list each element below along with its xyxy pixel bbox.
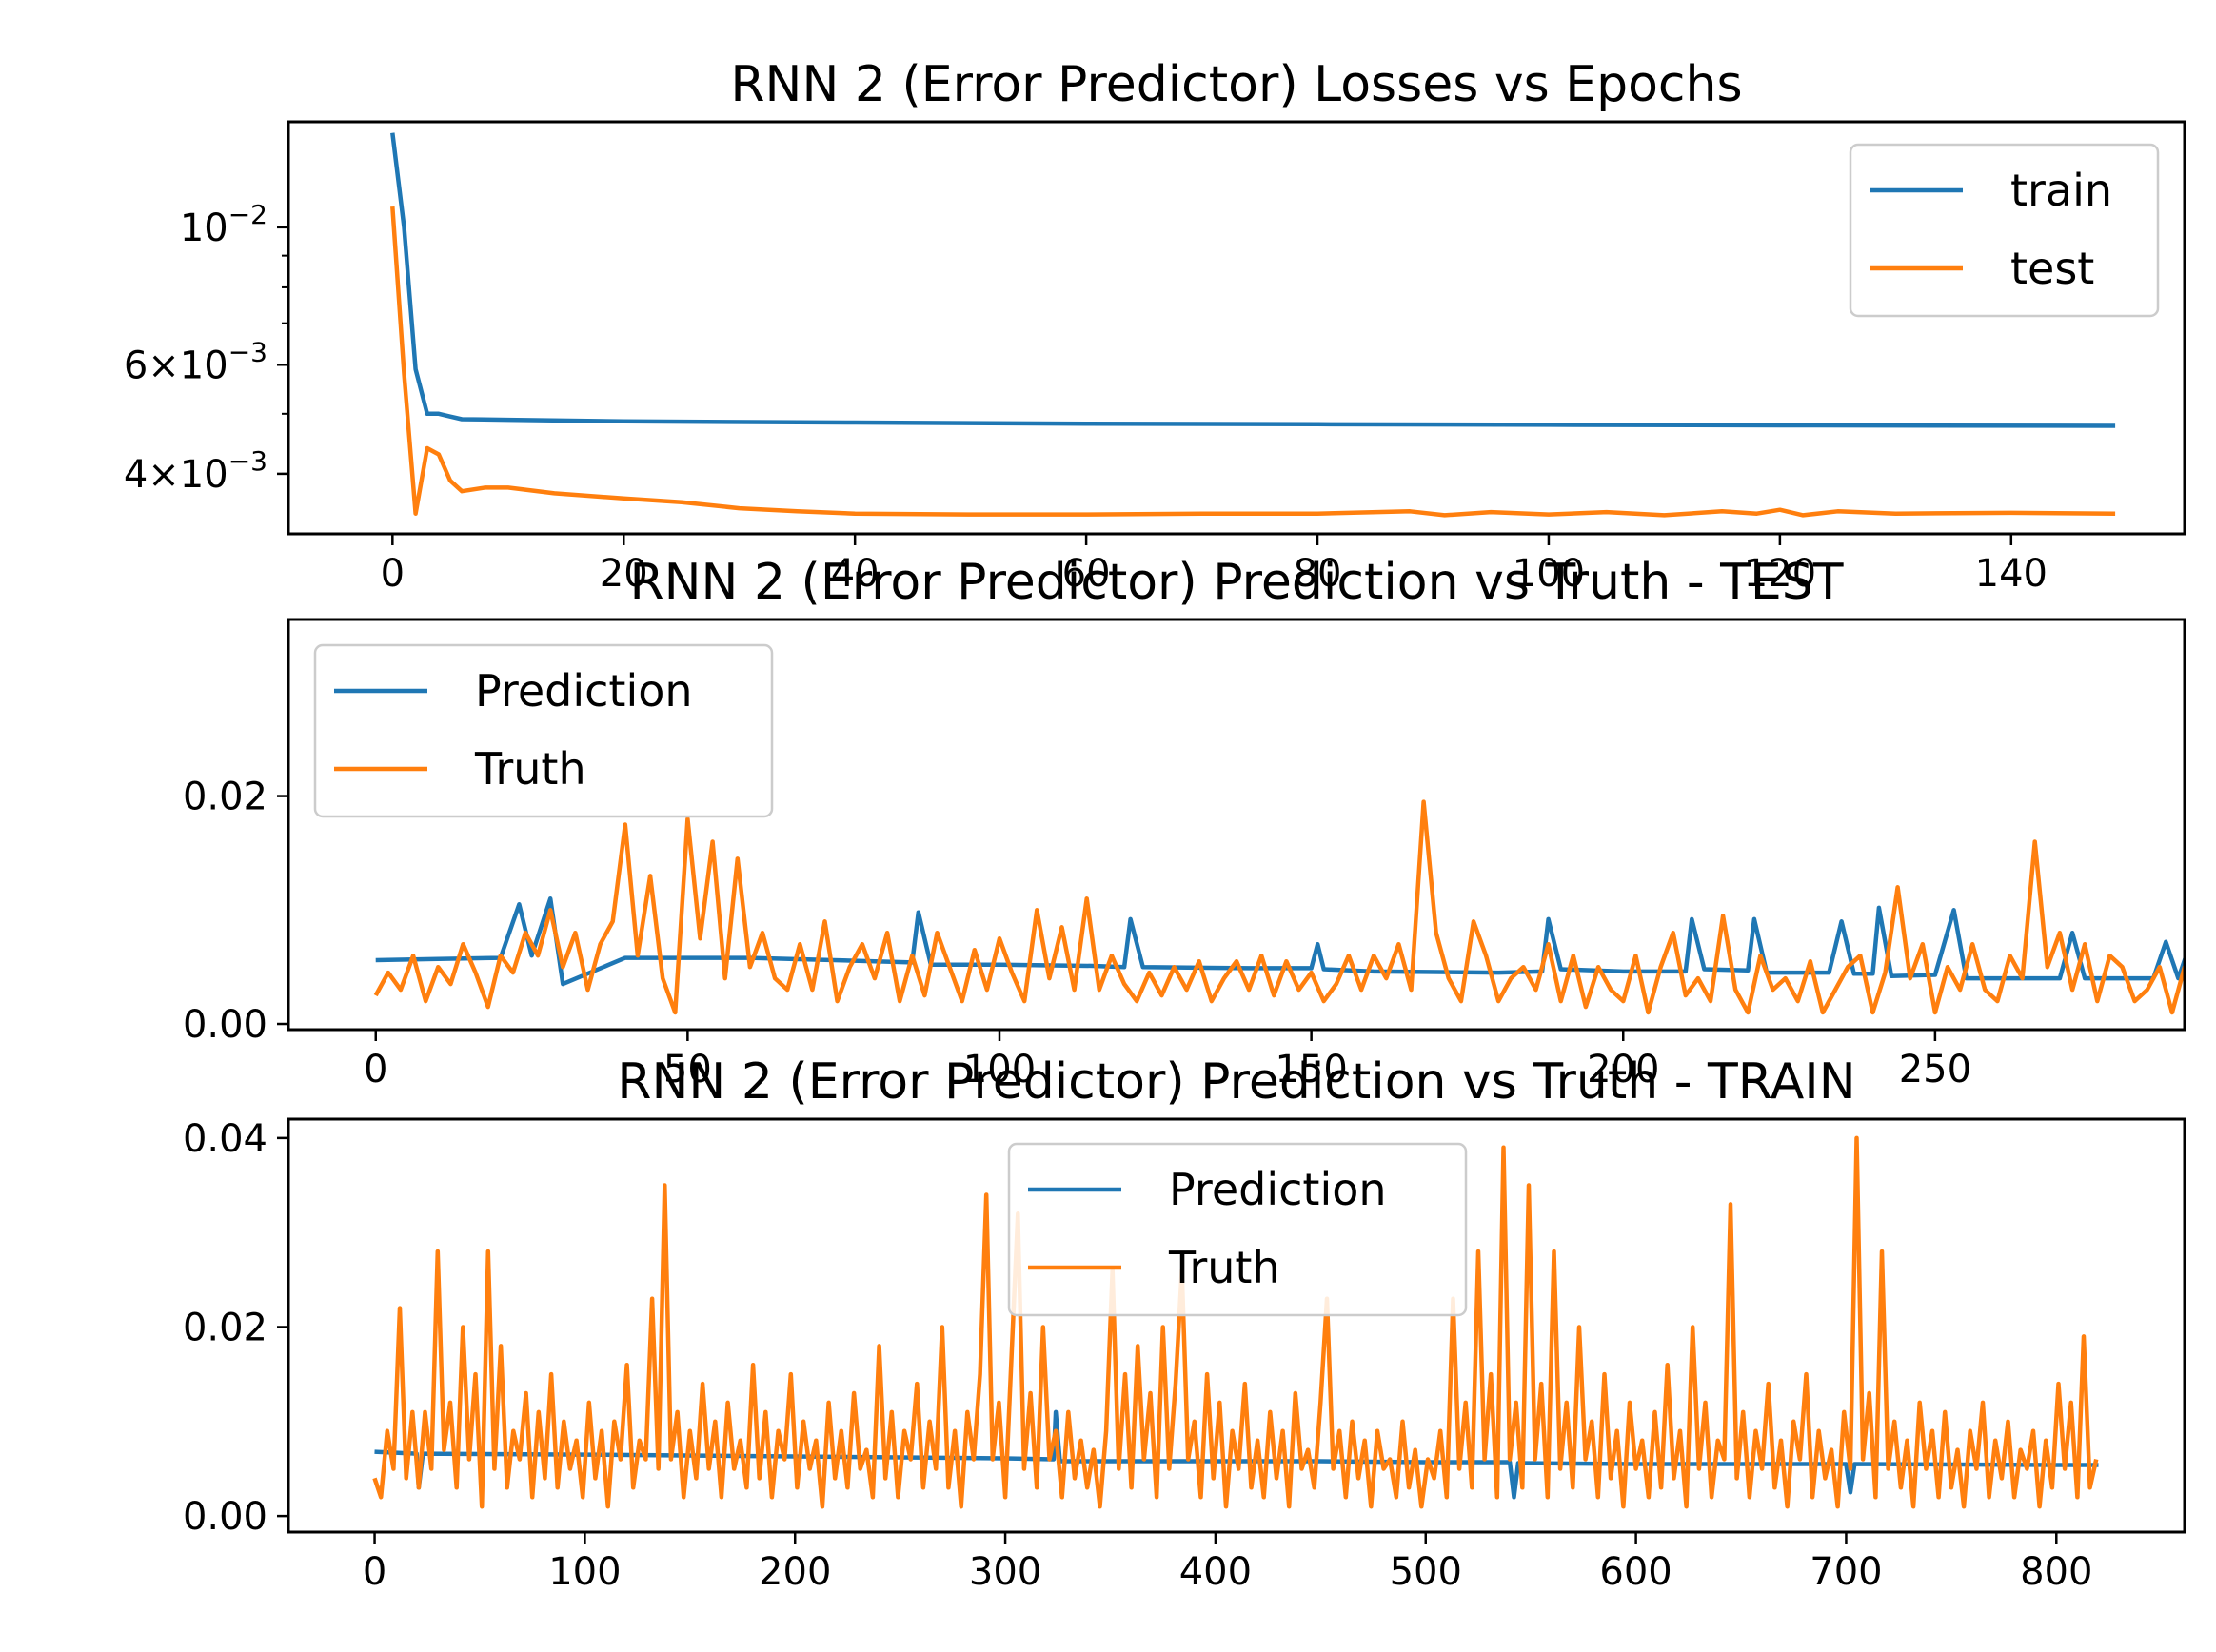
axes-frame	[287, 120, 2186, 536]
legend-label: Prediction	[1169, 1164, 1387, 1215]
series-line-truth	[373, 799, 2185, 1015]
x-tick-label: 0	[364, 1048, 387, 1092]
chart-panel-3: 0 100 200 300 400 500 600 700 800 0.00 0.02 0.04 RNN…	[183, 1053, 2186, 1594]
y-tick-label: 10−2	[180, 199, 267, 250]
x-tick-label: 0	[363, 1550, 386, 1594]
y-tick-label: 0.00	[183, 1495, 267, 1539]
x-tick-label: 200	[759, 1550, 831, 1594]
legend-frame	[1849, 143, 2160, 318]
x-tick-label: 800	[2020, 1550, 2092, 1594]
y-tick-base: 6×10	[124, 344, 228, 387]
legend-frame	[313, 643, 774, 818]
y-tick-label: 6×10−3	[124, 336, 267, 387]
x-tick-label: 200	[1587, 1048, 1659, 1092]
x-tick-label: 150	[1275, 1048, 1347, 1092]
series-line-train	[390, 132, 2116, 428]
x-tick-label: 400	[1179, 1550, 1252, 1594]
legend-frame	[1007, 1142, 1468, 1317]
legend: train test	[1849, 143, 2160, 318]
x-tick-label: 50	[663, 1048, 712, 1092]
x-tick-label: 20	[600, 552, 648, 596]
x-tick-label: 250	[1899, 1048, 1971, 1092]
y-tick-label: 4×10−3	[124, 445, 267, 497]
chart-title: RNN 2 (Error Predictor) Prediction vs Tr…	[617, 1053, 1855, 1111]
x-tick-label: 300	[969, 1550, 1041, 1594]
y-tick-label: 0.02	[183, 776, 267, 819]
legend: Prediction Truth	[1007, 1142, 1468, 1317]
x-tick-label: 120	[1744, 552, 1816, 596]
plot-area	[390, 132, 2116, 518]
chart-title: RNN 2 (Error Predictor) Prediction vs Tr…	[629, 554, 1843, 611]
x-tick-label: 600	[1599, 1550, 1672, 1594]
legend-label: Truth	[474, 743, 586, 795]
y-tick-exponent: −3	[228, 445, 267, 477]
y-tick-label: 0.02	[183, 1306, 267, 1349]
legend-label: Prediction	[475, 665, 693, 717]
series-line-prediction	[374, 1409, 2099, 1500]
y-tick-exponent: −2	[228, 199, 267, 230]
plot-area	[372, 1135, 2099, 1509]
x-tick-label: 40	[831, 552, 880, 596]
legend-label: Truth	[1168, 1242, 1280, 1293]
x-tick-label: 60	[1062, 552, 1111, 596]
x-tick-label: 500	[1390, 1550, 1462, 1594]
x-tick-label: 100	[548, 1550, 621, 1594]
axes-frame	[287, 1117, 2186, 1534]
y-tick-exponent: −3	[228, 336, 267, 367]
legend-label: test	[2010, 243, 2094, 294]
series-line-truth	[372, 1135, 2099, 1509]
y-tick-label: 0.04	[183, 1117, 267, 1161]
axes-frame	[287, 618, 2186, 1032]
x-tick-label: 100	[963, 1048, 1036, 1092]
series-line-prediction	[375, 896, 2185, 987]
x-tick-label: 140	[1975, 552, 2048, 596]
x-tick-label: 100	[1513, 552, 1585, 596]
x-tick-label: 0	[381, 552, 405, 596]
x-tick-label: 700	[1810, 1550, 1882, 1594]
legend-label: train	[2010, 165, 2112, 216]
legend: Prediction Truth	[313, 643, 774, 818]
x-tick-label: 80	[1294, 552, 1342, 596]
y-tick-base: 10	[180, 206, 228, 250]
y-tick-base: 4×10	[124, 453, 228, 497]
y-tick-label: 0.00	[183, 1003, 267, 1047]
chart-title: RNN 2 (Error Predictor) Losses vs Epochs	[730, 56, 1742, 113]
series-line-test	[390, 206, 2116, 518]
plot-area	[373, 799, 2185, 1015]
